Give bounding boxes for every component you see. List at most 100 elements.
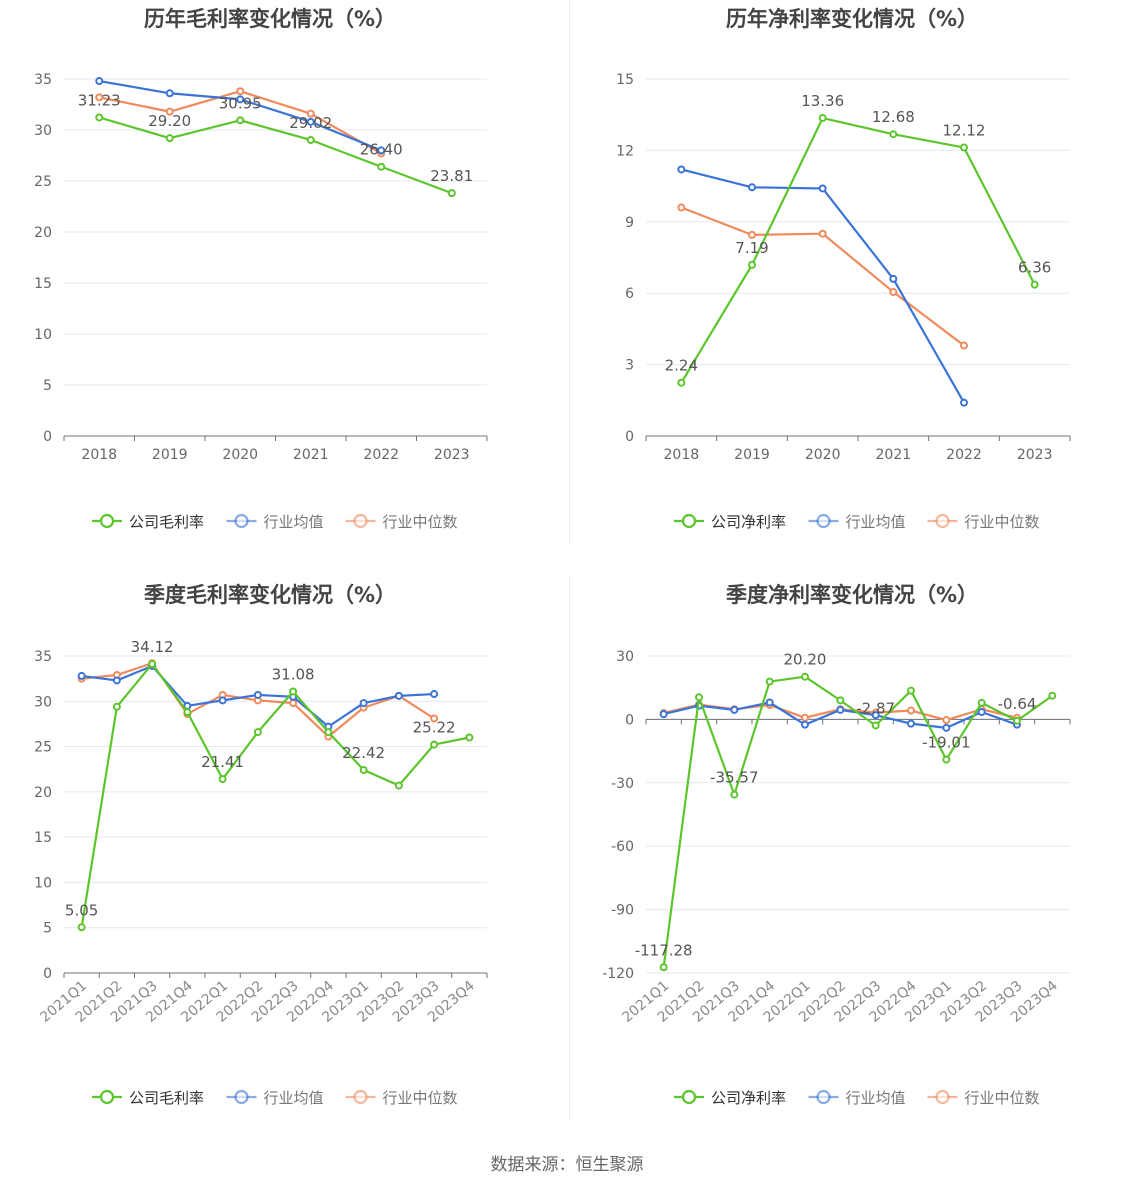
data-label: 30.95 — [219, 94, 262, 112]
data-point-avg — [836, 705, 845, 714]
y-tick-label: 0 — [43, 966, 52, 982]
legend-marker-median — [935, 1089, 950, 1105]
legend-marker-avg — [234, 1089, 249, 1105]
y-tick-label: 20 — [34, 785, 52, 801]
data-point-avg — [765, 698, 774, 707]
data-point-company — [148, 659, 157, 668]
data-label: -19.01 — [922, 734, 970, 752]
legend-label-median: 行业中位数 — [965, 513, 1040, 531]
data-point-company — [430, 740, 439, 749]
data-label: 5.05 — [65, 901, 98, 919]
data-point-median — [889, 288, 898, 297]
legend-marker-avg — [816, 513, 831, 529]
x-tick-label: 2022 — [946, 447, 982, 463]
y-tick-label: 15 — [616, 72, 634, 88]
y-tick-label: 0 — [625, 712, 634, 728]
vertical-divider-bottom — [569, 575, 570, 1120]
data-point-company — [236, 116, 245, 125]
data-point-median — [289, 699, 298, 708]
data-label: 12.12 — [943, 122, 986, 140]
legend-label-avg: 行业均值 — [846, 1089, 906, 1107]
x-tick-label: 2022 — [363, 447, 399, 463]
vertical-divider-top — [569, 0, 570, 545]
legend-label-avg: 行业均值 — [264, 513, 324, 531]
data-point-company — [889, 130, 898, 139]
data-point-avg — [218, 696, 227, 705]
data-point-avg — [748, 183, 756, 192]
data-point-avg — [236, 95, 245, 104]
data-point-company — [695, 693, 703, 702]
data-point-company — [394, 781, 403, 790]
legend-label-company: 公司净利率 — [711, 513, 786, 531]
legend-label-company: 公司净利率 — [711, 1089, 786, 1107]
x-tick-label: 2019 — [152, 447, 188, 463]
data-point-avg — [306, 117, 315, 126]
data-point-company — [1030, 280, 1039, 289]
data-point-median — [960, 341, 968, 350]
x-tick-label: 2020 — [805, 447, 841, 463]
y-tick-label: 30 — [34, 123, 52, 139]
chart-title: 历年净利率变化情况（%） — [726, 7, 978, 31]
y-tick-label: 10 — [34, 327, 52, 343]
data-point-company — [112, 702, 121, 711]
y-tick-label: 15 — [34, 276, 52, 292]
chart-title: 季度毛利率变化情况（%） — [144, 583, 396, 607]
data-point-company — [818, 114, 827, 123]
y-tick-label: 25 — [34, 174, 52, 190]
y-tick-label: -30 — [611, 776, 634, 792]
data-label: 34.12 — [131, 638, 174, 656]
data-point-company — [77, 923, 86, 932]
data-point-company — [1048, 691, 1057, 700]
data-label: -35.57 — [710, 769, 758, 787]
data-point-median — [907, 706, 915, 715]
data-point-company — [659, 963, 668, 972]
y-tick-label: 20 — [34, 225, 52, 241]
legend-label-avg: 行业均值 — [264, 1089, 324, 1107]
data-point-company — [677, 378, 686, 387]
x-tick-label: 2019 — [734, 447, 770, 463]
data-point-median — [430, 714, 439, 723]
legend: 公司毛利率 行业均值 行业中位数 — [92, 513, 458, 531]
data-label: 26.40 — [360, 141, 403, 159]
legend: 公司毛利率 行业均值 行业中位数 — [92, 1089, 458, 1107]
data-point-avg — [165, 89, 174, 98]
data-point-avg — [942, 723, 951, 732]
data-point-avg — [253, 690, 262, 699]
y-tick-label: -90 — [611, 903, 634, 919]
y-tick-label: 5 — [43, 921, 52, 937]
data-label: 21.41 — [201, 753, 244, 771]
data-point-avg — [659, 710, 668, 719]
data-label: 12.68 — [872, 108, 915, 126]
data-point-company — [447, 189, 456, 198]
data-label: 7.19 — [735, 239, 768, 257]
x-tick-label: 2020 — [222, 447, 258, 463]
data-point-company — [465, 733, 474, 742]
legend-marker-median — [353, 513, 368, 529]
y-tick-label: 30 — [34, 694, 52, 710]
y-tick-label: 3 — [625, 358, 634, 374]
data-label: 23.81 — [430, 167, 473, 185]
series-line-company — [662, 675, 1053, 968]
chart-2: 历年净利率变化情况（%） 0 3 6 9 12 15 2018 2019 2020 2021 2022… — [616, 7, 1071, 531]
data-label: 22.42 — [342, 744, 385, 762]
data-point-company — [306, 135, 315, 144]
data-point-avg — [677, 165, 686, 174]
legend-marker-median — [935, 513, 950, 529]
data-point-median — [236, 87, 245, 96]
data-point-median — [95, 93, 104, 102]
data-point-company — [907, 686, 915, 695]
legend-label-avg: 行业均值 — [846, 513, 906, 531]
data-point-median — [165, 107, 174, 116]
data-point-avg — [907, 719, 915, 728]
y-tick-label: 25 — [34, 740, 52, 756]
series-line-avg — [681, 168, 965, 404]
data-point-company — [253, 728, 262, 737]
data-point-median — [801, 713, 809, 722]
legend-label-company: 公司毛利率 — [129, 1089, 204, 1107]
y-tick-label: 0 — [625, 429, 634, 445]
y-tick-label: 10 — [34, 875, 52, 891]
data-point-company — [871, 721, 880, 730]
data-point-company — [324, 728, 333, 737]
legend-label-median: 行业中位数 — [383, 513, 458, 531]
